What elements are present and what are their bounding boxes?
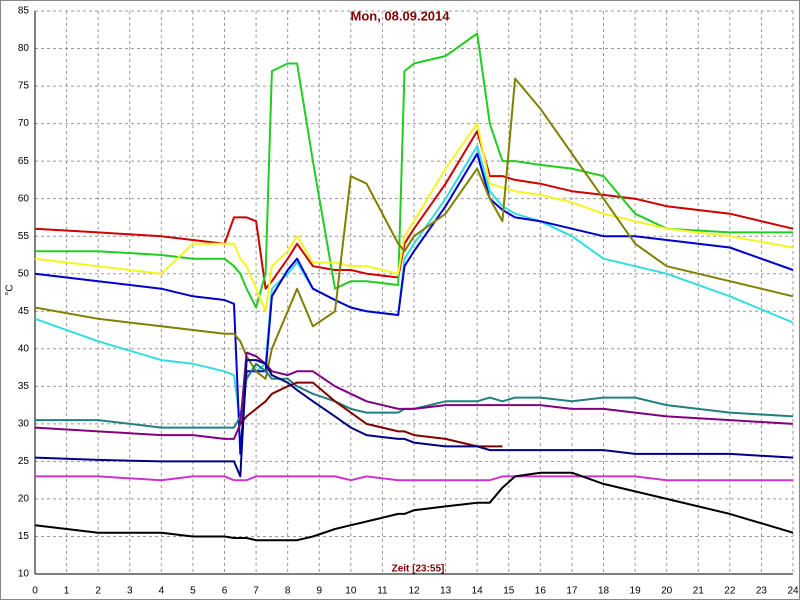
y-tick-label: 80 [18, 43, 30, 54]
y-tick-label: 65 [18, 156, 30, 167]
series-line [35, 32, 793, 309]
x-tick-label: 22 [724, 586, 736, 597]
series-line [34, 152, 794, 455]
y-tick-label: 20 [18, 494, 30, 505]
y-tick-label: 70 [18, 118, 30, 129]
x-tick-label: 4 [159, 586, 165, 597]
x-tick-label: 19 [630, 586, 642, 597]
x-tick-label: 21 [693, 586, 705, 597]
y-tick-label: 30 [18, 419, 30, 430]
x-tick-label: 0 [32, 586, 38, 597]
x-tick-label: 13 [440, 586, 452, 597]
y-tick-label: 40 [18, 343, 30, 354]
x-axis-label: Zeit [23:55] [392, 564, 445, 575]
series-line [34, 130, 794, 290]
x-tick-label: 20 [661, 586, 673, 597]
y-tick-label: 45 [18, 306, 30, 317]
series-line [34, 351, 794, 440]
x-tick-label: 2 [95, 586, 101, 597]
x-tick-label: 5 [190, 586, 196, 597]
x-tick-label: 9 [316, 586, 322, 597]
series-line [35, 475, 793, 482]
y-tick-label: 15 [18, 531, 30, 542]
series-line [34, 77, 794, 380]
chart-title: Mon, 08.09.2014 [351, 8, 451, 23]
x-tick-label: 7 [253, 586, 259, 597]
y-tick-label: 60 [18, 193, 30, 204]
y-tick-label: 50 [18, 268, 30, 279]
x-tick-label: 6 [222, 586, 228, 597]
x-tick-label: 16 [535, 586, 547, 597]
series-line [239, 381, 503, 448]
series-line [34, 359, 794, 478]
x-tick-label: 15 [503, 586, 515, 597]
y-tick-label: 10 [18, 569, 30, 580]
y-tick-label: 25 [18, 456, 30, 467]
x-tick-label: 3 [127, 586, 133, 597]
y-tick-label: 85 [18, 6, 30, 17]
x-tick-label: 24 [787, 586, 799, 597]
series-line [34, 122, 794, 313]
x-tick-label: 1 [64, 586, 70, 597]
x-tick-label: 8 [285, 586, 291, 597]
x-tick-label: 17 [566, 586, 578, 597]
series-line [35, 362, 794, 429]
y-tick-label: 75 [18, 81, 30, 92]
y-tick-label: 55 [18, 231, 30, 242]
y-tick-label: 35 [18, 381, 30, 392]
y-axis-label: °C [5, 284, 16, 295]
x-tick-label: 18 [598, 586, 610, 597]
x-tick-label: 23 [756, 586, 768, 597]
x-tick-label: 14 [472, 586, 484, 597]
x-tick-label: 11 [377, 586, 388, 597]
x-tick-label: 10 [345, 586, 357, 597]
series-line [34, 471, 794, 542]
x-tick-label: 12 [408, 586, 420, 597]
